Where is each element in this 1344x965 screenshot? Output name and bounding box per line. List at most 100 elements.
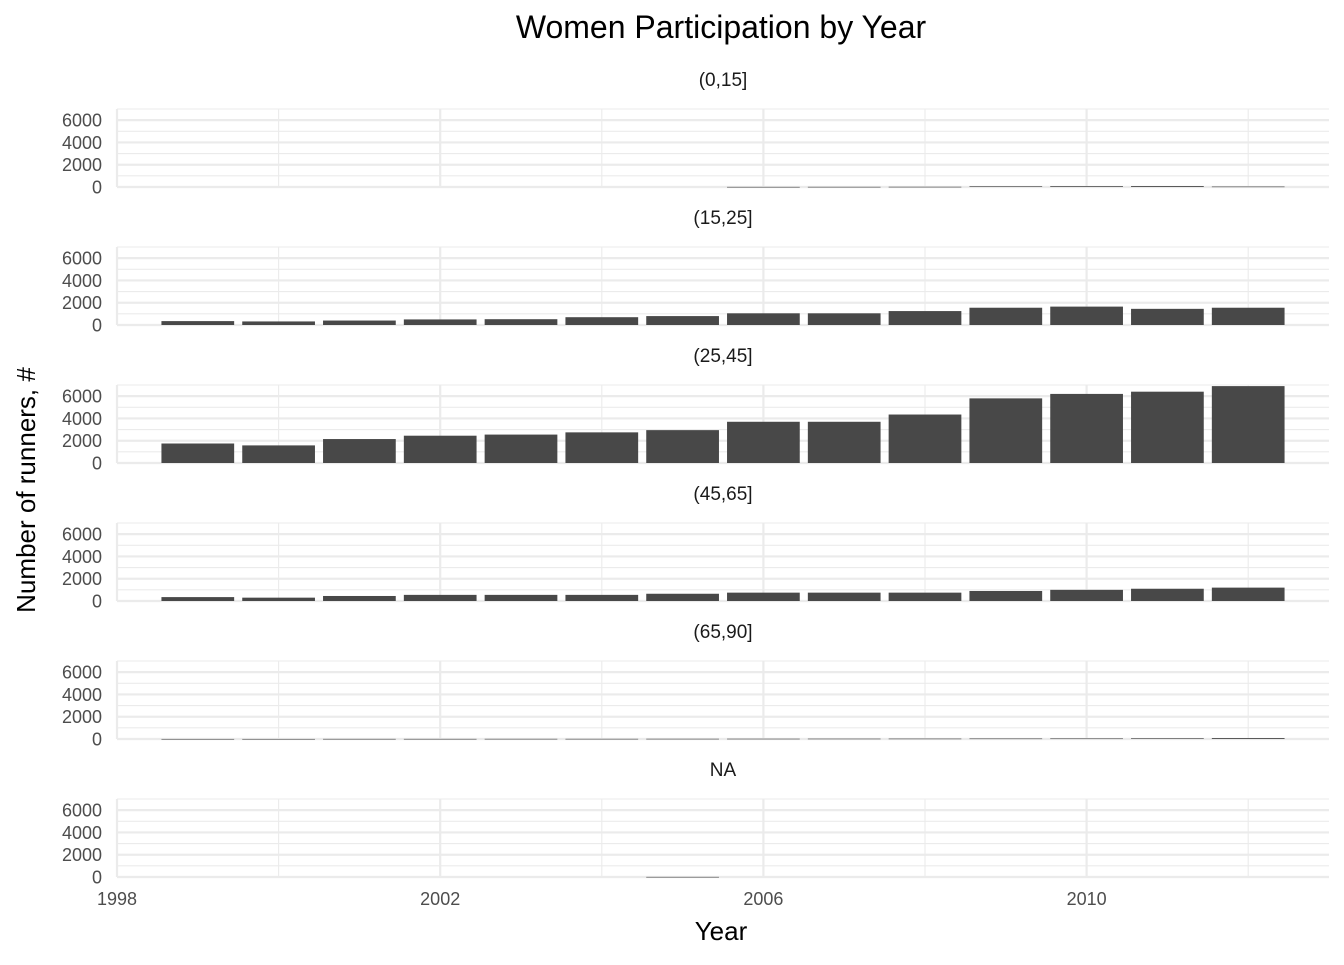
bar: [807, 421, 881, 463]
bar: [323, 738, 396, 740]
bar: [242, 738, 315, 740]
bar: [242, 321, 315, 325]
y-tick-label: 2000: [62, 155, 102, 175]
y-tick-label: 6000: [62, 111, 102, 131]
bar: [969, 307, 1043, 325]
bar: [807, 186, 881, 188]
bar: [727, 313, 800, 325]
y-tick-label: 2000: [62, 845, 102, 865]
y-tick-label: 6000: [62, 801, 102, 821]
bar: [565, 738, 639, 740]
y-tick-label: 6000: [62, 249, 102, 269]
bar: [161, 321, 235, 325]
facet-strip-label: (45,65]: [693, 484, 752, 505]
bar: [403, 319, 477, 325]
bar: [646, 316, 719, 325]
bar: [323, 439, 396, 463]
y-tick-label: 0: [92, 316, 102, 336]
bar: [1211, 738, 1285, 739]
bar: [484, 738, 558, 740]
y-tick-label: 4000: [62, 823, 102, 843]
x-tick-label: 2010: [1067, 889, 1107, 909]
bar: [242, 597, 315, 601]
facet-strip-label: (65,90]: [693, 622, 752, 643]
bar: [969, 738, 1043, 740]
bar: [1211, 587, 1285, 601]
y-tick-label: 6000: [62, 663, 102, 683]
y-tick-label: 0: [92, 868, 102, 888]
bar: [888, 592, 962, 601]
bar: [242, 445, 315, 463]
bar: [1050, 306, 1123, 325]
chart-title: Women Participation by Year: [516, 9, 927, 45]
bar: [1131, 186, 1204, 187]
bar: [1131, 738, 1204, 739]
bar: [727, 186, 800, 188]
bar: [403, 594, 477, 601]
bar: [161, 597, 235, 601]
y-tick-label: 4000: [62, 547, 102, 567]
bar: [646, 738, 719, 740]
bar: [1050, 393, 1123, 463]
y-tick-label: 2000: [62, 569, 102, 589]
bar: [1211, 186, 1285, 188]
bar: [646, 430, 719, 463]
facet-strip-label: (25,45]: [693, 346, 752, 367]
bar: [969, 186, 1043, 187]
facet-panels: (0,15]0200040006000(15,25]0200040006000(…: [62, 70, 1329, 888]
y-tick-label: 4000: [62, 271, 102, 291]
bar: [807, 313, 881, 325]
y-tick-label: 2000: [62, 707, 102, 727]
x-tick-label: 1998: [97, 889, 137, 909]
bar: [161, 443, 235, 463]
bar: [484, 434, 558, 463]
bar: [888, 738, 962, 740]
bar: [727, 738, 800, 740]
bar: [565, 432, 639, 463]
x-axis: 1998 2002 2006 2010: [97, 889, 1107, 909]
bar: [1211, 386, 1285, 463]
y-tick-label: 4000: [62, 409, 102, 429]
y-tick-label: 0: [92, 454, 102, 474]
bar: [403, 435, 477, 463]
bar: [484, 319, 558, 325]
y-tick-label: 0: [92, 592, 102, 612]
bar: [807, 592, 881, 601]
bar: [1131, 391, 1204, 463]
y-axis-title: Number of runners, #: [11, 367, 41, 613]
facet-strip-label: NA: [710, 760, 737, 781]
facet-strip-label: (15,25]: [693, 208, 752, 229]
bar: [969, 590, 1043, 601]
bar: [565, 594, 639, 601]
x-axis-title: Year: [695, 916, 748, 946]
y-tick-label: 4000: [62, 133, 102, 153]
y-tick-label: 2000: [62, 431, 102, 451]
bar: [727, 421, 800, 463]
bar: [161, 738, 235, 740]
facet-strip-label: (0,15]: [699, 70, 748, 91]
y-tick-label: 0: [92, 730, 102, 750]
y-tick-label: 6000: [62, 525, 102, 545]
bar: [1050, 186, 1123, 187]
bar: [888, 311, 962, 325]
bar: [888, 414, 962, 463]
bar: [807, 738, 881, 740]
y-tick-label: 0: [92, 178, 102, 198]
bar: [727, 592, 800, 601]
bar: [646, 593, 719, 601]
bar: [1211, 307, 1285, 325]
bar: [1131, 308, 1204, 325]
bar: [969, 398, 1043, 463]
bar: [323, 320, 396, 325]
bar: [565, 317, 639, 325]
bar: [403, 738, 477, 740]
y-tick-label: 6000: [62, 387, 102, 407]
y-tick-label: 2000: [62, 293, 102, 313]
x-tick-label: 2002: [420, 889, 460, 909]
